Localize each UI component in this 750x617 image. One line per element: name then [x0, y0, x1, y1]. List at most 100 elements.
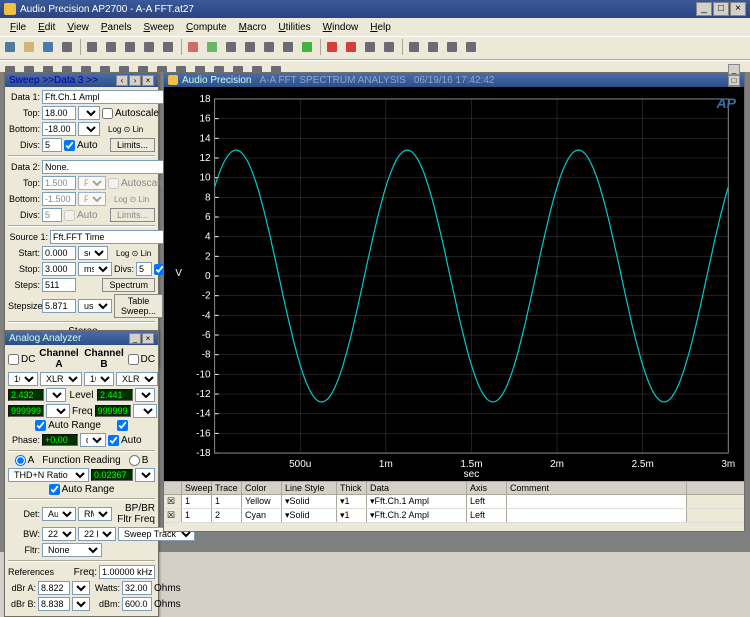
src-stepsize[interactable]: [42, 299, 76, 313]
table-row[interactable]: ☒11Yellow▾Solid▾1▾Fft.Ch.1 AmplLeft: [164, 495, 744, 509]
src-divs[interactable]: [136, 262, 152, 276]
toolbar-new-button[interactable]: [2, 39, 20, 57]
func-a-radio[interactable]: [15, 455, 26, 466]
chB-conn[interactable]: XLR-Bal: [116, 372, 158, 386]
toolbar-cut-button[interactable]: [84, 39, 102, 57]
source1-field[interactable]: [50, 230, 173, 244]
data1-top-unit[interactable]: V: [78, 106, 100, 120]
toolbar-rew-button[interactable]: [362, 39, 380, 57]
graph-title-bar[interactable]: Audio Precision A-A FFT SPECTRUM ANALYSI…: [164, 73, 744, 87]
close-button[interactable]: ×: [730, 2, 746, 16]
dbm-val[interactable]: [122, 597, 152, 611]
toolbar-fwd-button[interactable]: [381, 39, 399, 57]
menu-view[interactable]: View: [61, 22, 95, 33]
spectrum-button[interactable]: Spectrum: [102, 278, 155, 292]
toolbar-panel-button[interactable]: [204, 39, 222, 57]
table-header[interactable]: Axis: [467, 482, 507, 494]
data1-top[interactable]: [42, 106, 76, 120]
dc-a-chk[interactable]: [8, 354, 19, 365]
src-stop[interactable]: [42, 262, 76, 276]
analyzer-min[interactable]: _: [129, 333, 141, 344]
menu-utilities[interactable]: Utilities: [272, 22, 316, 33]
table-header[interactable]: Comment: [507, 482, 687, 494]
thd-sel[interactable]: THD+N Ratio: [8, 468, 89, 482]
toolbar-undo-button[interactable]: [141, 39, 159, 57]
toolbar-casc-button[interactable]: [444, 39, 462, 57]
src-steps[interactable]: [42, 278, 76, 292]
menu-help[interactable]: Help: [364, 22, 397, 33]
level-b: 2.441: [97, 389, 133, 401]
toolbar-open-button[interactable]: [21, 39, 39, 57]
analyzer-close[interactable]: ×: [142, 333, 154, 344]
toolbar-save-button[interactable]: [40, 39, 58, 57]
menu-macro[interactable]: Macro: [233, 22, 273, 33]
thd-auto-chk[interactable]: [49, 484, 60, 495]
src-start-unit[interactable]: sec: [78, 246, 108, 260]
toolbar-copy-button[interactable]: [103, 39, 121, 57]
menu-file[interactable]: File: [4, 22, 32, 33]
chA-gain[interactable]: 1001: [8, 372, 38, 386]
toolbar-paste-button[interactable]: [122, 39, 140, 57]
table-header[interactable]: Data: [367, 482, 467, 494]
toolbar-sweep-button[interactable]: [223, 39, 241, 57]
table-header[interactable]: Sweep: [182, 482, 212, 494]
table-row[interactable]: ☒12Cyan▾Solid▾1▾Fft.Ch.2 AmplLeft: [164, 509, 744, 523]
graph-min[interactable]: _: [728, 64, 740, 75]
menu-edit[interactable]: Edit: [32, 22, 61, 33]
toolbar-cfg-button[interactable]: [280, 39, 298, 57]
panel-close-button[interactable]: ×: [142, 75, 154, 86]
trace-check[interactable]: ☒: [164, 509, 182, 522]
toolbar-stop-r-button[interactable]: [324, 39, 342, 57]
menu-sweep[interactable]: Sweep: [137, 22, 180, 33]
toolbar-tile-button[interactable]: [425, 39, 443, 57]
toolbar-print-button[interactable]: [59, 39, 77, 57]
src-stepsize-unit[interactable]: usec: [78, 299, 112, 313]
dbrb-val[interactable]: [38, 597, 70, 611]
chA-conn[interactable]: XLR-Bal: [40, 372, 82, 386]
data2-top-unit: FFS: [78, 176, 106, 190]
toolbar-s1-button[interactable]: [463, 39, 481, 57]
data1-auto-chk[interactable]: [64, 140, 75, 151]
analyzer-panel-title[interactable]: Analog Analyzer _×: [5, 331, 158, 345]
data1-field[interactable]: [42, 90, 165, 104]
table-header[interactable]: Thick: [337, 482, 367, 494]
maximize-button[interactable]: □: [713, 2, 729, 16]
toolbar-chart-button[interactable]: [185, 39, 203, 57]
phase-auto-chk[interactable]: [108, 435, 119, 446]
toolbar-zoom-button[interactable]: [242, 39, 260, 57]
data2-field[interactable]: [42, 160, 165, 174]
data1-autoscale-chk[interactable]: [102, 108, 113, 119]
table-header[interactable]: Color: [242, 482, 282, 494]
func-b-radio[interactable]: [129, 455, 140, 466]
src-start[interactable]: [42, 246, 76, 260]
src-stop-unit[interactable]: msec: [78, 262, 112, 276]
minimize-button[interactable]: _: [696, 2, 712, 16]
data1-limits-button[interactable]: Limits...: [110, 138, 155, 152]
ref-freq[interactable]: [99, 565, 155, 579]
menu-panels[interactable]: Panels: [95, 22, 138, 33]
trace-check[interactable]: ☒: [164, 495, 182, 508]
toolbar-text-button[interactable]: [261, 39, 279, 57]
panel-prev-button[interactable]: ‹: [116, 75, 128, 86]
data1-bottom-unit[interactable]: V: [78, 122, 100, 136]
watts-val[interactable]: [122, 581, 152, 595]
table-sweep-button[interactable]: Table Sweep...: [114, 294, 163, 318]
graph-area[interactable]: AP 181614121086420-2-4-6-8-10-12-14-16-1…: [164, 87, 744, 481]
dbra-val[interactable]: [38, 581, 70, 595]
sweep-panel-title[interactable]: Sweep >>Data 3 >> ‹ › ×: [5, 73, 158, 87]
toolbar-play-g-button[interactable]: [299, 39, 317, 57]
data1-divs[interactable]: [42, 138, 62, 152]
toolbar-layout-button[interactable]: [406, 39, 424, 57]
toolbar-redo-button[interactable]: [160, 39, 178, 57]
toolbar-rec-button[interactable]: [343, 39, 361, 57]
panel-next-button[interactable]: ›: [129, 75, 141, 86]
dc-b-chk[interactable]: [128, 354, 139, 365]
data1-bottom[interactable]: [42, 122, 76, 136]
auto-range-chk[interactable]: [35, 420, 46, 431]
chB-gain[interactable]: 1001: [84, 372, 114, 386]
graph-max[interactable]: □: [728, 75, 740, 86]
table-header[interactable]: Trace: [212, 482, 242, 494]
menu-compute[interactable]: Compute: [180, 22, 233, 33]
menu-window[interactable]: Window: [317, 22, 365, 33]
table-header[interactable]: Line Style: [282, 482, 337, 494]
